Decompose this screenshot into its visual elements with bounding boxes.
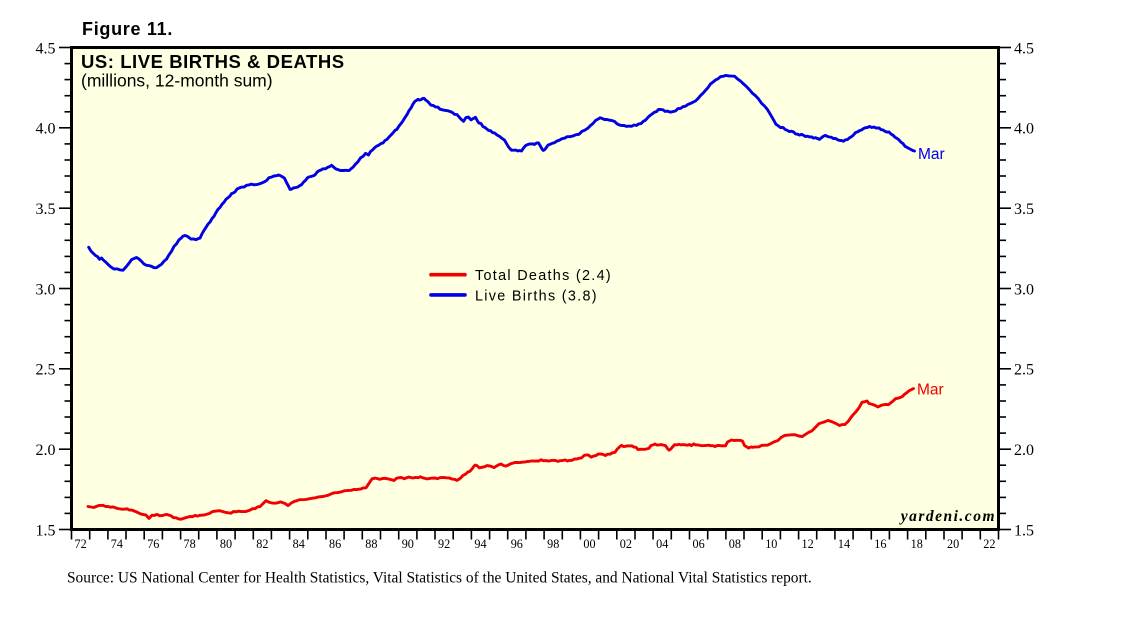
svg-text:1.5: 1.5 bbox=[36, 522, 56, 539]
svg-text:Mar: Mar bbox=[918, 146, 945, 163]
svg-text:16: 16 bbox=[874, 537, 886, 551]
svg-text:Mar: Mar bbox=[917, 382, 944, 399]
svg-text:2.0: 2.0 bbox=[1014, 442, 1034, 459]
svg-text:00: 00 bbox=[583, 537, 595, 551]
svg-text:96: 96 bbox=[511, 537, 523, 551]
svg-text:US: LIVE BIRTHS & DEATHS: US: LIVE BIRTHS & DEATHS bbox=[81, 51, 345, 72]
svg-text:76: 76 bbox=[147, 537, 159, 551]
svg-text:18: 18 bbox=[911, 537, 923, 551]
svg-text:74: 74 bbox=[111, 537, 123, 551]
svg-text:12: 12 bbox=[802, 537, 814, 551]
svg-text:3.0: 3.0 bbox=[1014, 281, 1034, 298]
svg-text:3.5: 3.5 bbox=[1014, 201, 1034, 218]
svg-text:Figure 11.: Figure 11. bbox=[82, 19, 173, 39]
svg-text:Live Births (3.8): Live Births (3.8) bbox=[475, 288, 598, 304]
svg-text:86: 86 bbox=[329, 537, 341, 551]
svg-text:yardeni.com: yardeni.com bbox=[899, 508, 996, 525]
svg-text:3.5: 3.5 bbox=[36, 201, 56, 218]
svg-text:4.0: 4.0 bbox=[1014, 121, 1034, 138]
svg-text:88: 88 bbox=[365, 537, 377, 551]
svg-text:2.5: 2.5 bbox=[36, 362, 56, 379]
svg-text:14: 14 bbox=[838, 537, 850, 551]
svg-text:08: 08 bbox=[729, 537, 741, 551]
svg-text:06: 06 bbox=[693, 537, 705, 551]
svg-text:(millions, 12-month sum): (millions, 12-month sum) bbox=[81, 71, 273, 91]
svg-text:04: 04 bbox=[656, 537, 668, 551]
svg-text:4.5: 4.5 bbox=[36, 40, 56, 57]
svg-text:72: 72 bbox=[75, 537, 87, 551]
svg-text:4.0: 4.0 bbox=[36, 121, 56, 138]
svg-text:Source: US National Center for: Source: US National Center for Health St… bbox=[67, 569, 812, 586]
svg-text:80: 80 bbox=[220, 537, 232, 551]
svg-text:98: 98 bbox=[547, 537, 559, 551]
svg-text:20: 20 bbox=[947, 537, 959, 551]
svg-text:3.0: 3.0 bbox=[36, 281, 56, 298]
svg-text:2.5: 2.5 bbox=[1014, 362, 1034, 379]
svg-text:2.0: 2.0 bbox=[36, 442, 56, 459]
svg-text:Total Deaths (2.4): Total Deaths (2.4) bbox=[475, 268, 612, 284]
svg-text:94: 94 bbox=[474, 537, 486, 551]
svg-text:02: 02 bbox=[620, 537, 632, 551]
svg-text:82: 82 bbox=[256, 537, 268, 551]
svg-text:84: 84 bbox=[293, 537, 305, 551]
svg-text:1.5: 1.5 bbox=[1014, 522, 1034, 539]
svg-text:78: 78 bbox=[184, 537, 196, 551]
svg-text:92: 92 bbox=[438, 537, 450, 551]
svg-text:22: 22 bbox=[983, 537, 995, 551]
svg-text:90: 90 bbox=[402, 537, 414, 551]
svg-text:10: 10 bbox=[765, 537, 777, 551]
svg-text:4.5: 4.5 bbox=[1014, 40, 1034, 57]
